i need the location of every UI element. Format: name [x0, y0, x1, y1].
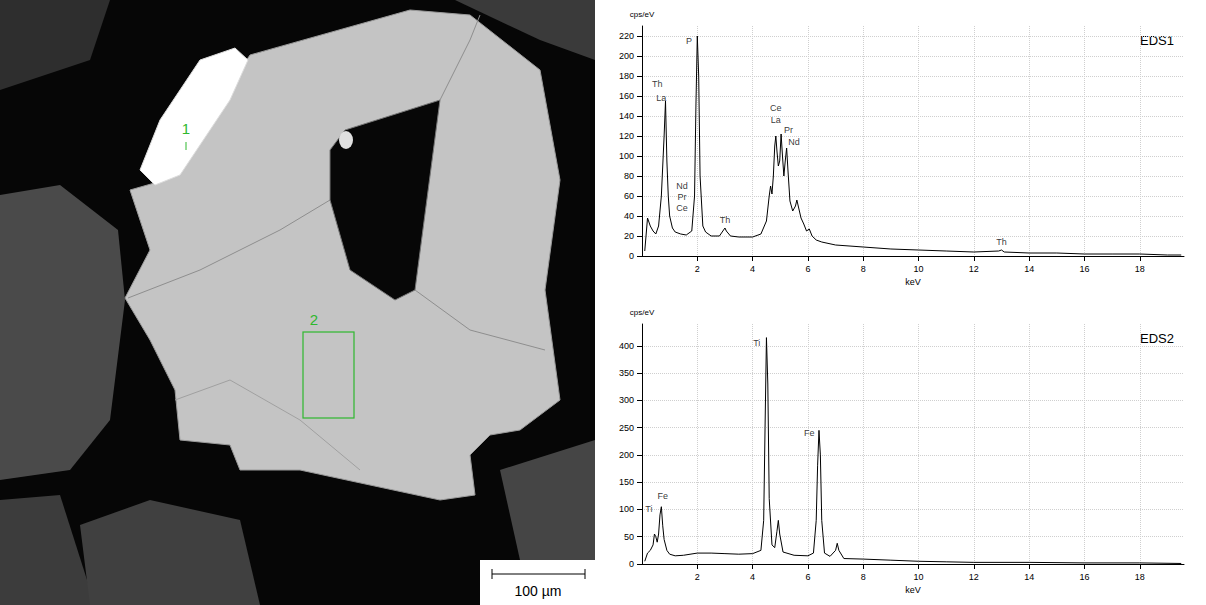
svg-text:Ce: Ce — [676, 203, 688, 213]
svg-text:EDS1: EDS1 — [1140, 33, 1174, 48]
svg-text:Ce: Ce — [770, 103, 782, 113]
svg-text:12: 12 — [969, 264, 979, 274]
svg-text:Pr: Pr — [678, 192, 687, 202]
svg-text:50: 50 — [624, 532, 634, 542]
svg-text:1: 1 — [182, 120, 190, 137]
svg-text:100 µm: 100 µm — [515, 583, 562, 599]
svg-text:2: 2 — [695, 264, 700, 274]
svg-text:160: 160 — [619, 91, 634, 101]
svg-text:100: 100 — [619, 151, 634, 161]
svg-text:10: 10 — [914, 572, 924, 582]
svg-text:8: 8 — [861, 572, 866, 582]
svg-text:Fe: Fe — [657, 491, 668, 501]
svg-text:200: 200 — [619, 51, 634, 61]
svg-text:Pr: Pr — [784, 125, 793, 135]
svg-text:100: 100 — [619, 504, 634, 514]
svg-text:EDS2: EDS2 — [1140, 331, 1174, 346]
svg-text:Nd: Nd — [788, 137, 800, 147]
svg-text:4: 4 — [750, 572, 755, 582]
svg-text:cps/eV: cps/eV — [630, 10, 655, 19]
svg-text:Th: Th — [720, 215, 731, 225]
svg-text:keV: keV — [905, 277, 921, 287]
svg-text:350: 350 — [619, 368, 634, 378]
svg-text:0: 0 — [629, 559, 634, 569]
svg-text:140: 140 — [619, 111, 634, 121]
svg-text:Ti: Ti — [645, 504, 652, 514]
svg-text:cps/eV: cps/eV — [630, 308, 655, 317]
svg-text:18: 18 — [1135, 572, 1145, 582]
svg-text:keV: keV — [905, 585, 921, 595]
svg-text:10: 10 — [914, 264, 924, 274]
svg-text:4: 4 — [750, 264, 755, 274]
svg-text:La: La — [771, 115, 781, 125]
svg-text:La: La — [656, 93, 666, 103]
svg-text:Th: Th — [996, 237, 1007, 247]
svg-text:18: 18 — [1135, 264, 1145, 274]
svg-text:200: 200 — [619, 450, 634, 460]
svg-text:250: 250 — [619, 423, 634, 433]
svg-text:6: 6 — [805, 572, 810, 582]
svg-text:Fe: Fe — [804, 428, 815, 438]
svg-text:180: 180 — [619, 71, 634, 81]
svg-text:40: 40 — [624, 211, 634, 221]
svg-text:20: 20 — [624, 231, 634, 241]
svg-text:2: 2 — [695, 572, 700, 582]
svg-text:400: 400 — [619, 341, 634, 351]
svg-text:Ti: Ti — [753, 338, 760, 348]
svg-text:2: 2 — [310, 311, 318, 328]
svg-text:150: 150 — [619, 477, 634, 487]
svg-text:220: 220 — [619, 31, 634, 41]
svg-text:80: 80 — [624, 171, 634, 181]
svg-text:6: 6 — [805, 264, 810, 274]
svg-text:Nd: Nd — [676, 181, 688, 191]
svg-text:14: 14 — [1024, 264, 1034, 274]
svg-text:60: 60 — [624, 191, 634, 201]
svg-text:300: 300 — [619, 395, 634, 405]
svg-text:8: 8 — [861, 264, 866, 274]
svg-text:Th: Th — [652, 79, 663, 89]
svg-text:0: 0 — [629, 251, 634, 261]
svg-text:14: 14 — [1024, 572, 1034, 582]
svg-text:12: 12 — [969, 572, 979, 582]
svg-text:16: 16 — [1079, 264, 1089, 274]
svg-text:120: 120 — [619, 131, 634, 141]
svg-text:16: 16 — [1079, 572, 1089, 582]
svg-text:P: P — [686, 36, 692, 46]
